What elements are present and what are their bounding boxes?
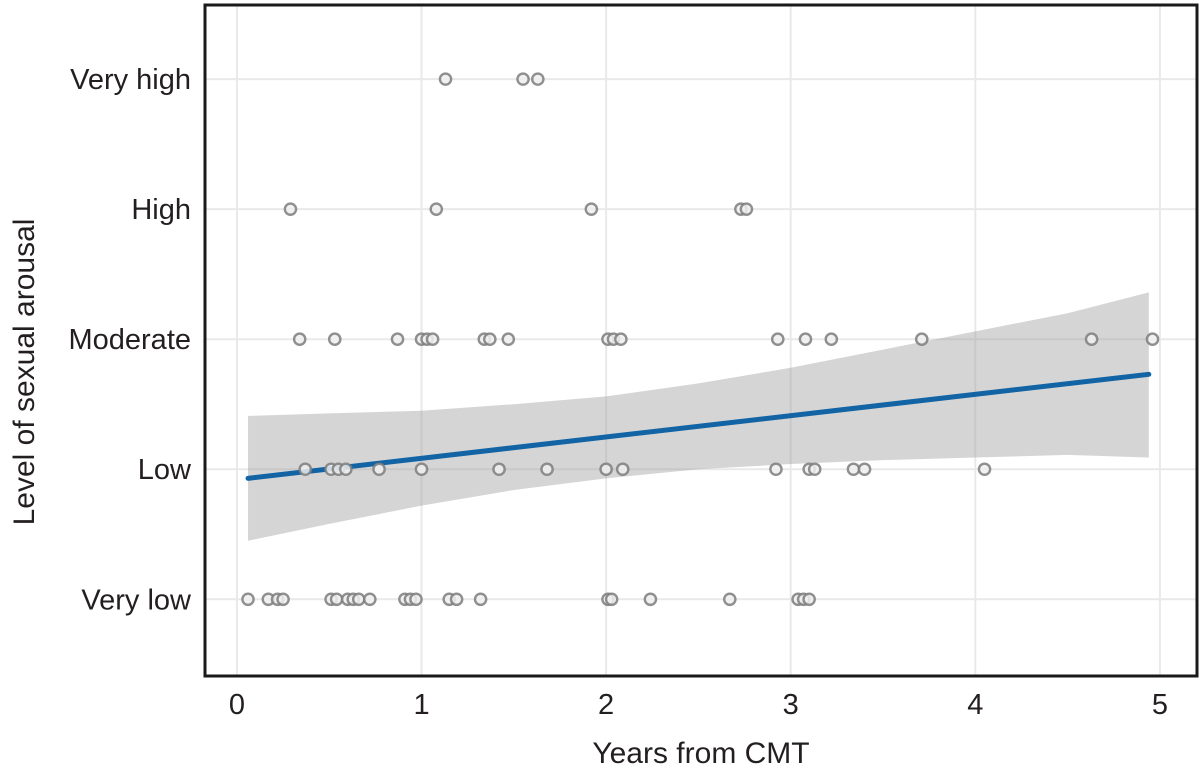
data-point — [584, 202, 599, 216]
y-tick-label: Very low — [81, 584, 192, 616]
x-tick-label: 5 — [1152, 689, 1168, 721]
data-point — [516, 72, 530, 86]
data-point — [802, 592, 816, 607]
data-point — [409, 592, 423, 607]
data-point — [438, 72, 453, 86]
data-point — [492, 462, 506, 477]
trend-line — [245, 371, 1152, 481]
data-point — [390, 332, 405, 346]
data-point — [977, 462, 992, 477]
y-tick-label: High — [131, 194, 191, 226]
y-tick-label: Very high — [70, 64, 191, 96]
data-point — [604, 592, 619, 607]
points-layer — [241, 72, 1160, 607]
data-point — [429, 202, 444, 216]
data-point — [1145, 332, 1160, 346]
y-tick-label: Low — [138, 454, 192, 486]
data-point — [292, 332, 307, 346]
data-point — [483, 332, 497, 346]
data-point — [824, 332, 839, 346]
data-point — [643, 592, 658, 607]
data-point — [914, 332, 929, 346]
data-point — [1084, 332, 1099, 346]
x-tick-labels: 0 1 2 3 4 5 — [229, 689, 1168, 721]
x-tick-label: 0 — [229, 689, 245, 721]
data-point — [414, 462, 429, 477]
data-point — [298, 462, 313, 477]
data-point — [329, 592, 344, 607]
y-tick-labels: Very low Low Moderate High Very high — [68, 64, 192, 616]
data-point — [283, 202, 298, 216]
data-point — [276, 592, 290, 607]
y-tick-label: Moderate — [68, 324, 191, 356]
data-point — [798, 332, 813, 346]
data-point — [372, 462, 386, 477]
data-point — [351, 592, 366, 607]
data-point — [241, 592, 255, 607]
x-tick-label: 4 — [967, 689, 983, 721]
data-point — [615, 462, 630, 477]
confidence-band — [248, 292, 1149, 541]
data-point — [473, 592, 488, 607]
data-point — [857, 462, 872, 477]
x-tick-label: 2 — [598, 689, 614, 721]
x-tick-label: 3 — [783, 689, 799, 721]
data-point — [770, 332, 785, 346]
data-point — [531, 72, 545, 86]
data-point — [739, 202, 754, 216]
data-point — [363, 592, 377, 607]
data-point — [846, 462, 861, 477]
data-point — [807, 462, 822, 477]
data-point — [425, 332, 440, 346]
data-point — [501, 332, 516, 346]
data-point — [722, 592, 737, 607]
data-point — [327, 332, 342, 346]
data-point — [614, 332, 628, 346]
data-point — [769, 462, 783, 477]
data-point — [449, 592, 464, 607]
y-axis-title: Level of sexual arousal — [8, 219, 41, 526]
data-point — [540, 462, 554, 477]
data-point — [339, 462, 353, 477]
panel-border — [203, 3, 1199, 678]
x-tick-label: 1 — [413, 689, 429, 721]
data-point — [599, 462, 613, 477]
x-axis-title: Years from CMT — [592, 737, 809, 770]
